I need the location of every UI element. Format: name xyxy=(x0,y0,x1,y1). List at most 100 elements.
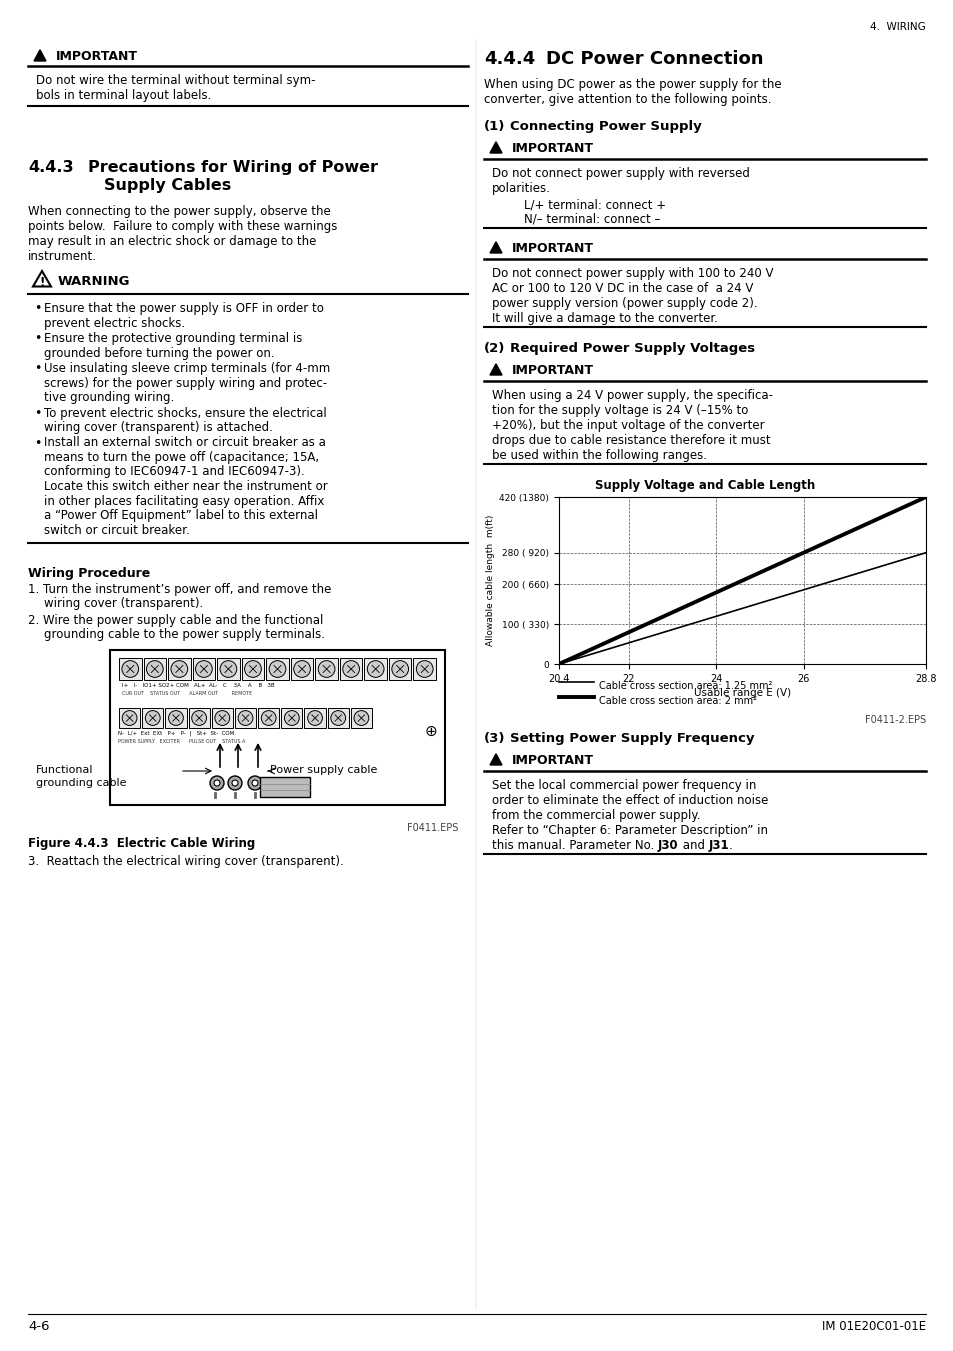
Circle shape xyxy=(261,711,275,725)
Bar xyxy=(234,708,255,728)
Bar xyxy=(212,708,233,728)
Text: IMPORTANT: IMPORTANT xyxy=(56,50,138,63)
Circle shape xyxy=(252,780,257,786)
Text: 3.  Reattach the electrical wiring cover (transparent).: 3. Reattach the electrical wiring cover … xyxy=(28,855,343,867)
Circle shape xyxy=(145,711,160,725)
Text: It will give a damage to the converter.: It will give a damage to the converter. xyxy=(492,312,718,326)
Text: Install an external switch or circuit breaker as a: Install an external switch or circuit br… xyxy=(44,436,326,450)
Bar xyxy=(217,658,239,680)
Circle shape xyxy=(238,711,253,725)
Text: To prevent electric shocks, ensure the electrical: To prevent electric shocks, ensure the e… xyxy=(44,407,327,420)
Circle shape xyxy=(213,780,220,786)
Bar xyxy=(143,658,166,680)
Text: conforming to IEC60947-1 and IEC60947-3).: conforming to IEC60947-1 and IEC60947-3)… xyxy=(44,466,304,478)
Text: AC or 100 to 120 V DC in the case of  a 24 V: AC or 100 to 120 V DC in the case of a 2… xyxy=(492,282,753,295)
Circle shape xyxy=(367,661,384,677)
Text: power supply version (power supply code 2).: power supply version (power supply code … xyxy=(492,297,757,309)
Polygon shape xyxy=(490,242,501,253)
Text: CUR OUT    STATUS OUT      ALARM OUT         REMOTE: CUR OUT STATUS OUT ALARM OUT REMOTE xyxy=(122,690,252,696)
Text: Power supply cable: Power supply cable xyxy=(270,765,377,775)
Text: Supply Voltage and Cable Length: Supply Voltage and Cable Length xyxy=(595,480,814,492)
Text: drops due to cable resistance therefore it must: drops due to cable resistance therefore … xyxy=(492,434,770,447)
Polygon shape xyxy=(490,754,501,765)
Text: L/+ terminal: connect +: L/+ terminal: connect + xyxy=(523,199,665,211)
Text: may result in an electric shock or damage to the: may result in an electric shock or damag… xyxy=(28,235,316,249)
Text: Figure 4.4.3  Electric Cable Wiring: Figure 4.4.3 Electric Cable Wiring xyxy=(28,838,255,850)
Text: Refer to “Chapter 6: Parameter Description” in: Refer to “Chapter 6: Parameter Descripti… xyxy=(492,824,767,838)
Circle shape xyxy=(214,711,230,725)
Text: IMPORTANT: IMPORTANT xyxy=(512,754,594,767)
Circle shape xyxy=(318,661,335,677)
Text: converter, give attention to the following points.: converter, give attention to the followi… xyxy=(483,93,771,105)
Text: and: and xyxy=(678,839,708,852)
Text: •: • xyxy=(34,436,41,450)
Text: WARNING: WARNING xyxy=(58,276,131,288)
Text: this manual. Parameter No.: this manual. Parameter No. xyxy=(492,839,658,852)
Text: 1. Turn the instrument’s power off, and remove the: 1. Turn the instrument’s power off, and … xyxy=(28,584,331,596)
Text: J30: J30 xyxy=(658,839,678,852)
Text: .: . xyxy=(728,839,732,852)
Bar xyxy=(258,708,279,728)
Text: ⊕: ⊕ xyxy=(424,724,436,739)
Text: grounding cable: grounding cable xyxy=(36,778,127,788)
Text: Ensure that the power supply is OFF in order to: Ensure that the power supply is OFF in o… xyxy=(44,303,323,315)
Text: Do not wire the terminal without terminal sym-: Do not wire the terminal without termina… xyxy=(36,74,315,86)
Text: be used within the following ranges.: be used within the following ranges. xyxy=(492,449,706,462)
Text: screws) for the power supply wiring and protec-: screws) for the power supply wiring and … xyxy=(44,377,327,389)
Text: Required Power Supply Voltages: Required Power Supply Voltages xyxy=(510,342,755,355)
Text: 2. Wire the power supply cable and the functional: 2. Wire the power supply cable and the f… xyxy=(28,613,323,627)
Circle shape xyxy=(331,711,345,725)
Text: means to turn the powe off (capacitance; 15A,: means to turn the powe off (capacitance;… xyxy=(44,451,319,463)
Circle shape xyxy=(284,711,299,725)
Text: When using DC power as the power supply for the: When using DC power as the power supply … xyxy=(483,78,781,91)
Bar xyxy=(193,658,215,680)
Text: F0411-2.EPS: F0411-2.EPS xyxy=(864,715,925,725)
Text: •: • xyxy=(34,303,41,315)
Text: 4.  WIRING: 4. WIRING xyxy=(869,22,925,32)
Circle shape xyxy=(192,711,206,725)
Bar xyxy=(339,658,362,680)
Text: Locate this switch either near the instrument or: Locate this switch either near the instr… xyxy=(44,480,328,493)
Circle shape xyxy=(244,661,261,677)
Bar xyxy=(241,658,264,680)
Text: polarities.: polarities. xyxy=(492,182,550,195)
Text: When using a 24 V power supply, the specifica-: When using a 24 V power supply, the spec… xyxy=(492,389,772,403)
Text: F0411.EPS: F0411.EPS xyxy=(406,823,457,834)
Bar xyxy=(304,708,325,728)
Text: (1): (1) xyxy=(483,120,505,132)
Text: J31: J31 xyxy=(708,839,728,852)
Text: 4.4.3: 4.4.3 xyxy=(28,159,73,176)
Circle shape xyxy=(147,661,163,677)
Text: grounded before turning the power on.: grounded before turning the power on. xyxy=(44,346,274,359)
Text: grounding cable to the power supply terminals.: grounding cable to the power supply term… xyxy=(44,628,325,640)
Text: (2): (2) xyxy=(483,342,505,355)
Text: Cable cross section area: 1.25 mm²: Cable cross section area: 1.25 mm² xyxy=(598,681,772,690)
Circle shape xyxy=(169,711,183,725)
Circle shape xyxy=(392,661,408,677)
Circle shape xyxy=(195,661,212,677)
Text: Functional: Functional xyxy=(36,765,93,775)
Text: switch or circuit breaker.: switch or circuit breaker. xyxy=(44,523,190,536)
Bar xyxy=(165,708,187,728)
Bar xyxy=(291,658,313,680)
Text: IM 01E20C01-01E: IM 01E20C01-01E xyxy=(821,1320,925,1333)
Bar xyxy=(260,777,310,797)
Text: IMPORTANT: IMPORTANT xyxy=(512,242,594,255)
Text: IMPORTANT: IMPORTANT xyxy=(512,363,594,377)
Circle shape xyxy=(232,780,237,786)
Bar xyxy=(142,708,163,728)
Y-axis label: Allowable cable length  m(ft): Allowable cable length m(ft) xyxy=(486,515,495,646)
Text: !: ! xyxy=(39,276,45,289)
Circle shape xyxy=(342,661,359,677)
Text: N-  L/+  Ext  EXt   P+   P-  |   St+  St-  COM: N- L/+ Ext EXt P+ P- | St+ St- COM xyxy=(118,731,234,736)
Text: Cable cross section area: 2 mm²: Cable cross section area: 2 mm² xyxy=(598,696,757,707)
Text: +20%), but the input voltage of the converter: +20%), but the input voltage of the conv… xyxy=(492,419,763,432)
Text: •: • xyxy=(34,407,41,420)
Text: Wiring Procedure: Wiring Procedure xyxy=(28,567,150,580)
Text: N/– terminal: connect –: N/– terminal: connect – xyxy=(523,213,659,226)
Bar xyxy=(110,650,444,805)
Text: wiring cover (transparent) is attached.: wiring cover (transparent) is attached. xyxy=(44,422,273,434)
Text: •: • xyxy=(34,362,41,376)
Text: wiring cover (transparent).: wiring cover (transparent). xyxy=(44,597,203,611)
Text: Use insulating sleeve crimp terminals (for 4-mm: Use insulating sleeve crimp terminals (f… xyxy=(44,362,330,376)
